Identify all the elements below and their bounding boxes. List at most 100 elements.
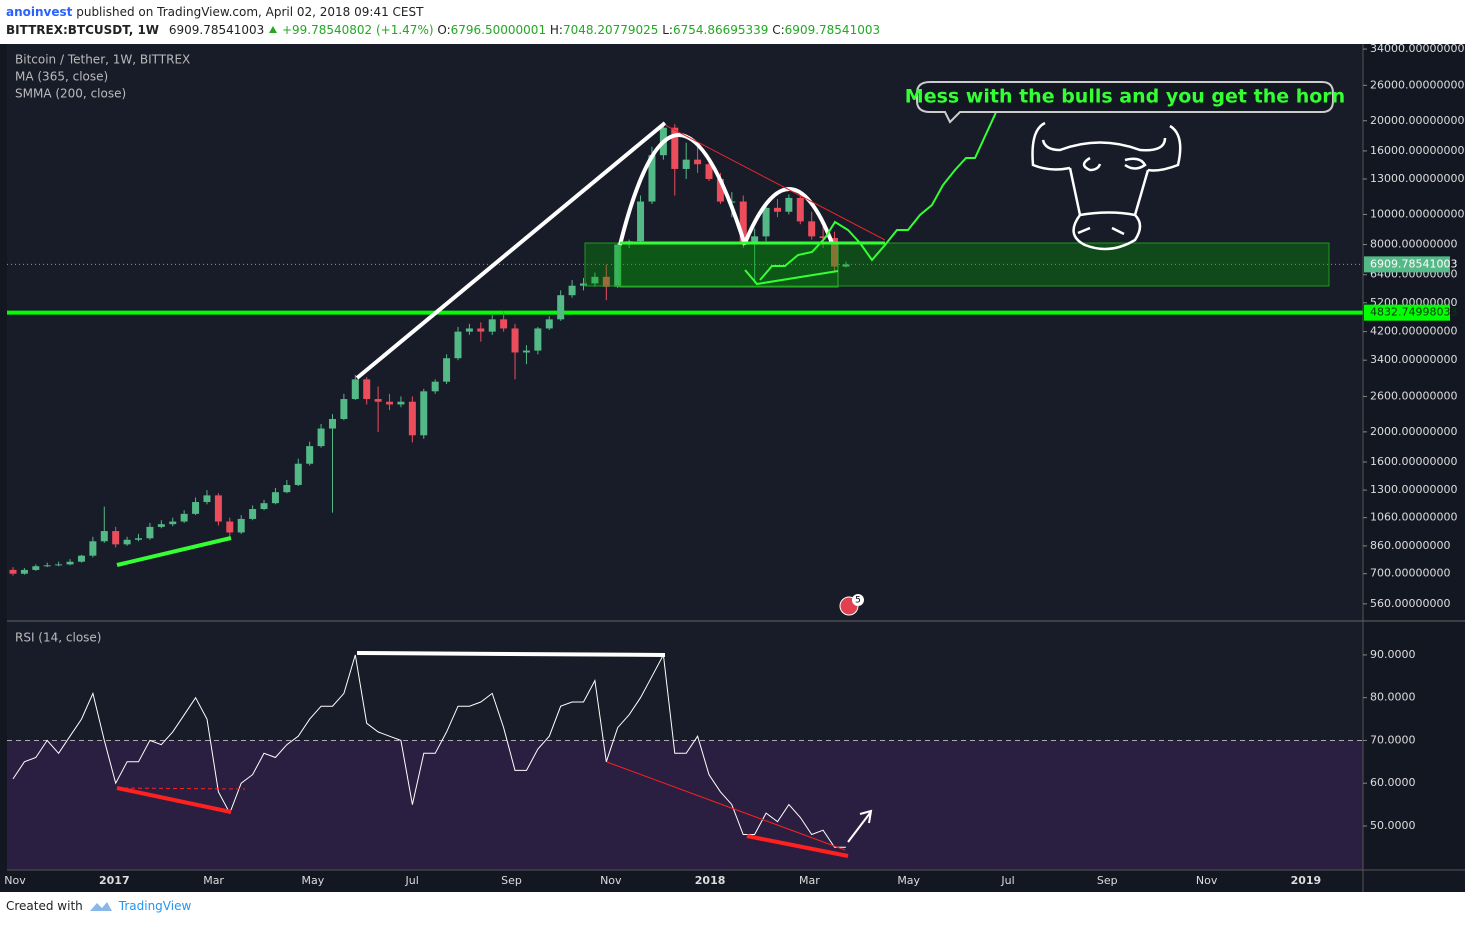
y-tick-label: 90.0000 [1370,648,1416,661]
ohlc-value: 7048.20779025 [562,23,659,37]
candle-body [386,401,394,405]
candle-body [9,569,17,574]
x-tick-label: Jul [1000,874,1014,887]
candle-body [465,328,473,332]
candle-body [431,381,439,392]
last-price: 6909.78541003 [168,23,265,37]
candle-body [705,164,713,179]
x-tick-label: Sep [501,874,522,887]
trend-line [355,121,667,380]
published: published on TradingView.com, April 02, … [76,5,424,19]
candle-body [637,201,645,242]
candle-body [112,531,120,545]
y-tick-label: 1600.00000000 [1370,455,1457,468]
candle-body [237,518,245,533]
zone-inner [619,242,839,288]
candle-body [568,285,576,296]
y-tick-label: 80.0000 [1370,691,1416,704]
y-tick-label: 50.0000 [1370,819,1416,832]
rsi-band [7,740,1363,870]
symbol: BITTREX:BTCUSDT, 1W [6,23,160,37]
candle-body [32,566,40,570]
ohlc-value: 6754.86695339 [672,23,769,37]
candle-body [157,524,165,527]
x-tick-label: Mar [799,874,820,887]
support-price-box [1364,304,1450,321]
event-badge[interactable] [852,594,864,606]
ohlc-value: 6796.50000001 [450,23,547,37]
y-tick-label: 700.00000000 [1370,567,1450,580]
author[interactable]: anoinvest [6,5,73,19]
y-tick-label: 2600.00000000 [1370,389,1457,402]
candle-body [20,569,28,574]
bull-face [1031,121,1182,251]
candle-body [340,399,348,420]
y-tick-label: 4200.00000000 [1370,325,1457,338]
candle-body [842,264,850,267]
candle-body [591,276,599,284]
candle-body [522,350,530,353]
candle-body [694,159,702,165]
candle-body [614,244,622,287]
chart: Mess with the bulls and you get the horn… [0,44,1465,892]
candle-body [602,276,610,287]
candle-body [249,509,257,519]
arc [618,133,747,246]
brand[interactable]: TradingView [118,899,192,913]
y-tick-label: 560.00000000 [1370,597,1450,610]
candle-body [545,319,553,329]
zone [584,242,1330,287]
annotation: Mess with the bulls and you get the horn [905,86,1345,108]
candle-body [226,521,234,533]
candle-body [397,401,405,405]
candle-body [66,561,74,565]
candle-body [192,502,200,514]
change: +99.78540802 (+1.47%) [281,23,434,37]
candle-body [671,127,679,169]
candle-body [511,328,519,353]
candle-body [762,207,770,237]
up-arrow [269,26,278,33]
candle-body [283,484,291,493]
axes: Bitcoin / Tether, 1W, BITTREX MA (365, c… [7,44,1465,892]
candle-body [773,207,781,212]
rsi-line-drawing [356,651,666,657]
candle-body [169,521,177,525]
candle-body [374,399,382,402]
event-count: 5 [855,596,861,606]
candle-body [420,391,428,436]
last-price-box [1364,256,1450,273]
rsi-divergence [116,786,232,814]
x-tick-label: Nov [600,874,622,887]
candle-body [534,328,542,351]
x-tick-label: Nov [4,874,26,887]
candle-body [488,319,496,332]
rsi-line [12,653,846,848]
publish-line: anoinvest published on TradingView.com, … [6,3,880,21]
candle-body [135,538,143,540]
candle-body [408,401,416,436]
candle-body [100,531,108,542]
candle-body [180,513,188,522]
trend-line [664,124,886,241]
last-price-label: 6909.78541003 [1370,257,1457,270]
candle-body [351,379,359,400]
candle-body [43,565,51,567]
ohlc-label: C: [772,23,785,37]
marks-layer [9,122,850,848]
support-price-label: 4832.74998033 [1370,306,1457,319]
y-tick-label: 1060.00000000 [1370,511,1457,524]
projection [759,107,999,281]
candle-body [55,564,63,566]
y-tick-label: 3400.00000000 [1370,353,1457,366]
ohlc-label: O: [437,23,451,37]
candle-body [580,283,587,286]
candle-body [214,495,222,522]
logo [89,902,112,911]
x-tick-label: Nov [1196,874,1218,887]
x-tick-label: Mar [203,874,224,887]
candle-body [831,237,839,267]
axis-labels: 34000.00000000 26000.00000000 20000.000000… [4,44,1464,887]
x-tick-label: 2018 [695,874,726,887]
x-tick-label: 2017 [99,874,130,887]
